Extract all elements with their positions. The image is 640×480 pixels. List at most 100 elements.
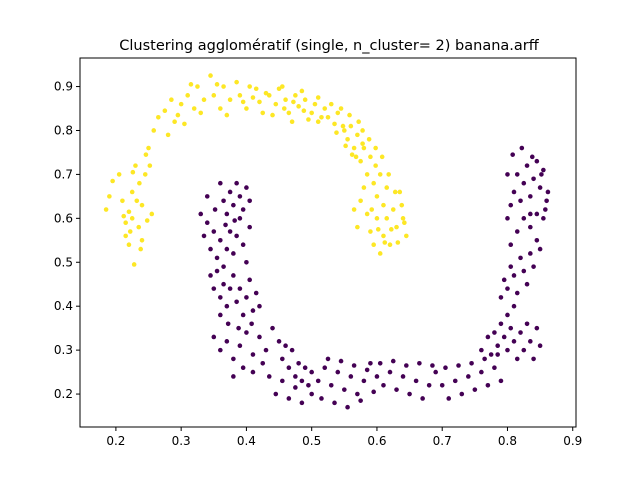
data-point bbox=[521, 216, 527, 221]
data-point bbox=[218, 312, 223, 318]
data-point bbox=[231, 251, 236, 256]
data-point bbox=[348, 374, 354, 379]
data-point bbox=[342, 128, 347, 133]
data-point bbox=[392, 189, 398, 195]
data-point bbox=[492, 330, 497, 335]
data-point bbox=[328, 101, 334, 107]
data-point bbox=[404, 363, 409, 368]
data-point bbox=[342, 387, 347, 392]
data-point bbox=[508, 325, 514, 331]
data-point bbox=[293, 385, 298, 390]
data-point bbox=[266, 93, 272, 98]
data-point bbox=[178, 101, 184, 107]
y-tick-label: 0.8 bbox=[54, 123, 73, 137]
data-point bbox=[302, 97, 308, 103]
data-point bbox=[293, 374, 298, 379]
data-point bbox=[263, 347, 269, 353]
data-point bbox=[283, 97, 288, 103]
data-point bbox=[355, 132, 360, 138]
data-point bbox=[328, 382, 334, 388]
data-point bbox=[332, 121, 337, 127]
data-point bbox=[136, 224, 142, 230]
data-point bbox=[377, 172, 383, 177]
data-point bbox=[195, 84, 200, 89]
data-point bbox=[162, 108, 168, 114]
data-point bbox=[531, 176, 536, 182]
data-point bbox=[371, 180, 376, 186]
data-point bbox=[510, 152, 515, 157]
y-tick-label: 0.7 bbox=[54, 167, 73, 181]
data-point bbox=[355, 224, 360, 230]
data-point bbox=[508, 242, 514, 247]
data-point bbox=[545, 189, 551, 195]
data-point bbox=[343, 143, 348, 149]
data-point bbox=[214, 255, 220, 261]
data-point bbox=[537, 246, 543, 252]
data-point bbox=[495, 352, 500, 357]
data-point bbox=[257, 303, 262, 309]
data-point bbox=[212, 207, 218, 212]
data-point bbox=[319, 115, 324, 120]
data-point bbox=[399, 202, 405, 208]
data-point bbox=[250, 308, 256, 313]
data-point bbox=[247, 84, 252, 89]
data-point bbox=[430, 363, 435, 368]
data-point bbox=[511, 273, 517, 278]
x-tick-label: 0.8 bbox=[498, 434, 517, 448]
data-point bbox=[231, 356, 236, 362]
data-point bbox=[390, 207, 396, 212]
data-point bbox=[488, 352, 494, 357]
data-point bbox=[234, 79, 239, 85]
data-point bbox=[345, 404, 350, 410]
data-point bbox=[270, 325, 275, 331]
data-point bbox=[147, 163, 153, 168]
data-point bbox=[172, 119, 177, 124]
data-point bbox=[237, 286, 243, 291]
data-point bbox=[249, 321, 254, 327]
data-point bbox=[315, 95, 321, 100]
data-point bbox=[377, 361, 383, 366]
data-point bbox=[244, 295, 249, 300]
data-point bbox=[270, 112, 275, 118]
data-point bbox=[334, 130, 339, 135]
data-point bbox=[306, 117, 311, 122]
data-point bbox=[211, 334, 217, 340]
data-point bbox=[231, 374, 236, 379]
data-point bbox=[240, 242, 246, 247]
data-point bbox=[306, 382, 311, 388]
data-point bbox=[244, 259, 249, 265]
data-point bbox=[338, 358, 344, 364]
data-point bbox=[511, 339, 517, 344]
data-point bbox=[495, 343, 500, 349]
x-tick-label: 0.6 bbox=[367, 434, 386, 448]
data-point bbox=[541, 167, 546, 173]
data-point bbox=[417, 361, 422, 366]
data-point bbox=[224, 112, 230, 118]
data-point bbox=[368, 154, 373, 160]
data-point bbox=[224, 211, 230, 217]
data-point bbox=[433, 369, 438, 375]
data-point bbox=[511, 303, 517, 309]
data-point bbox=[257, 334, 262, 340]
data-point bbox=[139, 238, 145, 243]
data-point bbox=[214, 82, 220, 87]
data-point bbox=[539, 172, 544, 177]
data-point bbox=[227, 97, 233, 103]
data-point bbox=[211, 93, 217, 98]
points-layer bbox=[103, 73, 551, 410]
data-point bbox=[534, 325, 540, 331]
data-point bbox=[240, 207, 246, 212]
data-point bbox=[528, 224, 533, 230]
data-point bbox=[218, 347, 223, 353]
data-point bbox=[283, 343, 288, 349]
y-axis: 0.2 0.3 0.4 0.5 0.6 0.7 0.8 0.9 bbox=[54, 80, 80, 401]
data-point bbox=[325, 115, 331, 120]
data-point bbox=[358, 198, 363, 204]
data-point bbox=[208, 273, 213, 278]
y-tick-label: 0.6 bbox=[54, 211, 73, 225]
data-point bbox=[322, 106, 328, 111]
data-point bbox=[452, 378, 458, 384]
data-point bbox=[338, 106, 344, 111]
data-point bbox=[353, 154, 359, 160]
data-point bbox=[505, 286, 510, 291]
